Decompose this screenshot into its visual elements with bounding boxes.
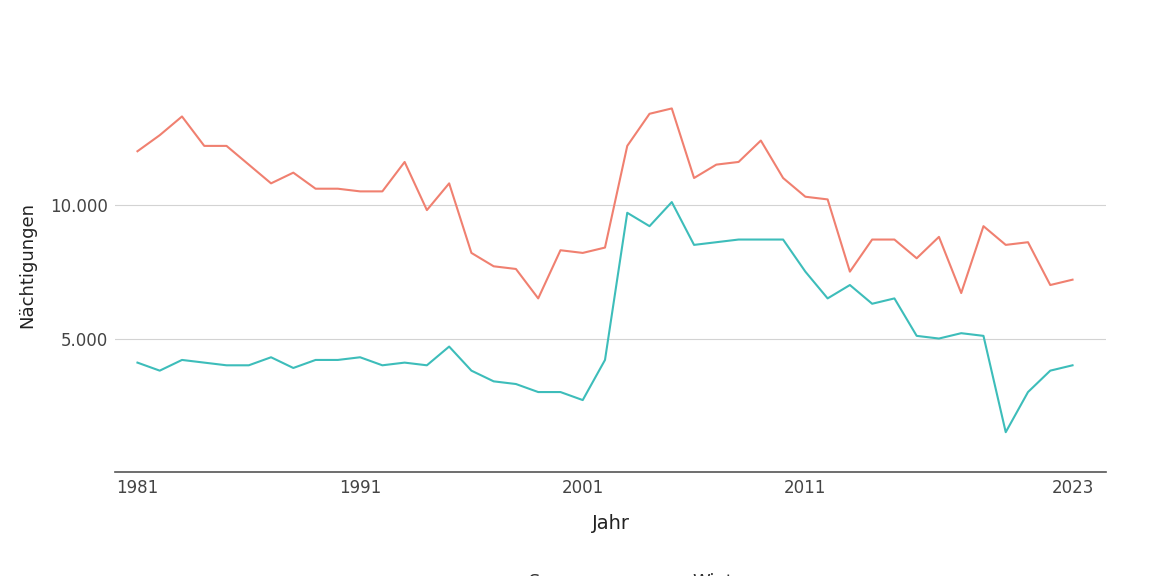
Sommer [397,158,411,165]
Sommer [220,142,234,149]
Sommer [776,175,790,181]
Sommer [843,268,857,275]
Winter [554,389,568,396]
Sommer [531,295,545,302]
Winter [420,362,434,369]
Sommer [620,142,634,149]
Sommer [197,142,211,149]
Sommer [687,175,700,181]
Winter [710,239,723,246]
Sommer [442,180,456,187]
Winter [932,335,946,342]
Line: Winter: Winter [137,202,1073,432]
Sommer [487,263,501,270]
Sommer [309,185,323,192]
Sommer [420,207,434,214]
Y-axis label: Nächtigungen: Nächtigungen [18,202,37,328]
Sommer [464,249,478,256]
Sommer [865,236,879,243]
Winter [1044,367,1058,374]
Winter [1021,389,1034,396]
Winter [798,268,812,275]
Sommer [354,188,367,195]
Sommer [932,233,946,240]
Sommer [509,266,523,272]
Sommer [732,158,745,165]
Winter [175,357,189,363]
Winter [397,359,411,366]
Winter [531,389,545,396]
Winter [464,367,478,374]
Winter [487,378,501,385]
Sommer [999,241,1013,248]
Sommer [887,236,901,243]
Sommer [331,185,344,192]
Winter [753,236,767,243]
Winter [442,343,456,350]
Sommer [710,161,723,168]
Sommer [264,180,278,187]
Winter [153,367,167,374]
Winter [620,209,634,216]
Winter [576,397,590,404]
Legend: Sommer, Winter: Sommer, Winter [470,573,751,576]
Sommer [376,188,389,195]
Winter [887,295,901,302]
Winter [331,357,344,363]
Winter [977,332,991,339]
Sommer [175,113,189,120]
Winter [665,199,679,206]
Winter [354,354,367,361]
Winter [242,362,256,369]
Winter [843,282,857,289]
Winter [264,354,278,361]
Sommer [753,137,767,144]
Winter [820,295,834,302]
Sommer [1066,276,1079,283]
Sommer [977,223,991,230]
Sommer [665,105,679,112]
Sommer [1021,239,1034,246]
Sommer [287,169,301,176]
Sommer [820,196,834,203]
Sommer [1044,282,1058,289]
Sommer [554,247,568,253]
Winter [910,332,924,339]
Sommer [643,111,657,118]
Winter [865,300,879,307]
Sommer [910,255,924,262]
Sommer [153,132,167,139]
Winter [130,359,144,366]
Sommer [798,194,812,200]
Winter [197,359,211,366]
Winter [732,236,745,243]
Winter [309,357,323,363]
Sommer [954,290,968,297]
Sommer [576,249,590,256]
Winter [776,236,790,243]
Winter [687,241,700,248]
Winter [1066,362,1079,369]
Winter [287,365,301,372]
Winter [509,381,523,388]
Winter [376,362,389,369]
Winter [220,362,234,369]
Sommer [130,148,144,155]
Winter [999,429,1013,435]
Line: Sommer: Sommer [137,108,1073,298]
Sommer [598,244,612,251]
Winter [643,223,657,230]
Sommer [242,161,256,168]
X-axis label: Jahr: Jahr [592,514,629,533]
Winter [598,357,612,363]
Winter [954,329,968,336]
